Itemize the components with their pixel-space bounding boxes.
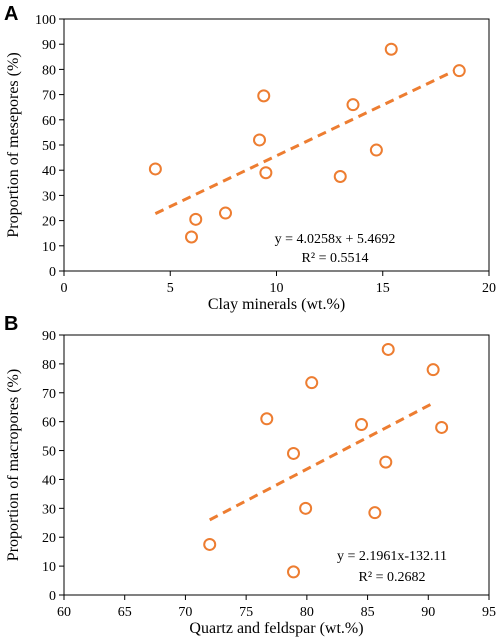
panel-a: A 0 10 20 30 40 50 60 70 80 90 100 0 5 10 15 20 y = 4.… — [4, 3, 496, 313]
panel-a-y-axis: 0 10 20 30 40 50 60 70 80 90 100 — [35, 13, 64, 280]
panel-b-y-tick-label: 50 — [42, 445, 56, 460]
panel-b-y-tick-label: 60 — [42, 416, 56, 431]
panel-b-y-tick-label: 40 — [42, 473, 56, 488]
panel-a-y-tick-label: 40 — [42, 164, 56, 179]
panel-a-y-tick-label: 0 — [49, 265, 56, 280]
panel-b-y-axis: 0 10 20 30 40 50 60 70 80 90 — [42, 329, 64, 604]
panel-a-y-tick-label: 60 — [42, 114, 56, 129]
panel-b-points — [203, 342, 449, 579]
panel-b-x-tick-label: 90 — [421, 605, 435, 620]
panel-b-trendline — [209, 401, 434, 522]
panel-a-y-axis-title: Proportion of mesepores (%) — [5, 52, 22, 237]
panel-b-x-axis: 60 65 70 75 80 85 90 95 — [57, 595, 496, 620]
panel-a-points — [148, 42, 466, 244]
panel-b-x-tick-label: 80 — [300, 605, 314, 620]
panel-a-r-squared: R² = 0.5514 — [302, 251, 369, 266]
panel-a-label: A — [4, 3, 18, 25]
panel-b-x-tick-label: 75 — [239, 605, 253, 620]
panel-a-x-tick-label: 5 — [167, 281, 174, 296]
panel-b-data-point — [260, 412, 274, 426]
panel-a-data-point — [253, 133, 266, 147]
panel-a-data-point — [384, 42, 398, 56]
panel-b-x-axis-title: Quartz and feldspar (wt.%) — [189, 620, 363, 637]
panel-b-y-axis-title: Proportion of macropores (%) — [5, 369, 22, 561]
panel-b-x-tick-label: 85 — [361, 605, 375, 620]
panel-b-y-tick-label: 70 — [42, 387, 56, 402]
panel-a-data-point — [185, 230, 198, 244]
panel-b-data-point — [435, 420, 449, 434]
panel-b-data-point — [287, 565, 300, 579]
panel-a-x-axis-title: Clay minerals (wt.%) — [208, 296, 345, 313]
panel-a-x-tick-label: 0 — [61, 281, 68, 296]
panel-a-y-tick-label: 30 — [42, 189, 56, 204]
panel-a-data-point — [219, 206, 232, 220]
panel-a-data-point — [452, 64, 466, 78]
panel-b-y-tick-label: 20 — [42, 531, 56, 546]
panel-b-y-tick-label: 30 — [42, 502, 56, 517]
panel-b-r-squared: R² = 0.2682 — [359, 570, 426, 585]
panel-b-data-point — [287, 446, 300, 460]
panel-b-x-tick-label: 70 — [178, 605, 192, 620]
panel-b-data-point — [305, 376, 319, 390]
panel-a-data-point — [257, 89, 271, 103]
panel-b-data-point — [299, 501, 313, 515]
panel-b-y-tick-label: 90 — [42, 329, 56, 344]
panel-a-trendline — [154, 67, 460, 215]
panel-b-data-point — [368, 506, 382, 520]
panel-b-x-tick-label: 60 — [57, 605, 71, 620]
panel-a-data-point — [148, 162, 162, 176]
panel-b-data-point — [426, 363, 440, 377]
panel-b-x-tick-label: 95 — [482, 605, 496, 620]
panel-a-data-point — [189, 212, 203, 226]
panel-a-x-axis: 0 5 10 15 20 — [61, 271, 496, 296]
panel-a-data-point — [259, 166, 273, 180]
panel-a-y-tick-label: 80 — [42, 63, 56, 78]
panel-a-y-tick-label: 50 — [42, 139, 56, 154]
panel-a-x-tick-label: 20 — [482, 281, 496, 296]
panel-a-y-tick-label: 70 — [42, 89, 56, 104]
panel-b-equation: y = 2.1961x-132.11 — [337, 549, 447, 564]
panel-a-y-tick-label: 90 — [42, 38, 56, 53]
panel-a-x-tick-label: 15 — [376, 281, 390, 296]
panel-a-equation: y = 4.0258x + 5.4692 — [275, 232, 396, 247]
panel-a-y-tick-label: 20 — [42, 215, 56, 230]
panel-a-data-point — [333, 170, 347, 183]
panel-b-x-tick-label: 65 — [118, 605, 132, 620]
panel-b-y-tick-label: 10 — [42, 560, 56, 575]
panel-a-y-tick-label: 100 — [35, 13, 56, 28]
panel-a-y-tick-label: 10 — [42, 240, 56, 255]
panel-b-label: B — [4, 313, 18, 335]
panel-b-data-point — [379, 455, 393, 469]
panel-b-data-point — [203, 537, 217, 551]
panel-b-y-tick-label: 0 — [49, 589, 56, 604]
panel-b-data-point — [381, 342, 395, 356]
panel-b: B 0 10 20 30 40 50 60 70 80 90 60 65 70 75 80 85 90 95 y… — [4, 313, 496, 637]
panel-a-data-point — [369, 143, 383, 157]
panel-a-x-tick-label: 10 — [270, 281, 284, 296]
panel-a-data-point — [346, 98, 360, 112]
panel-b-plot-frame — [63, 334, 490, 596]
panel-b-y-tick-label: 80 — [42, 358, 56, 373]
panel-b-data-point — [355, 418, 368, 432]
